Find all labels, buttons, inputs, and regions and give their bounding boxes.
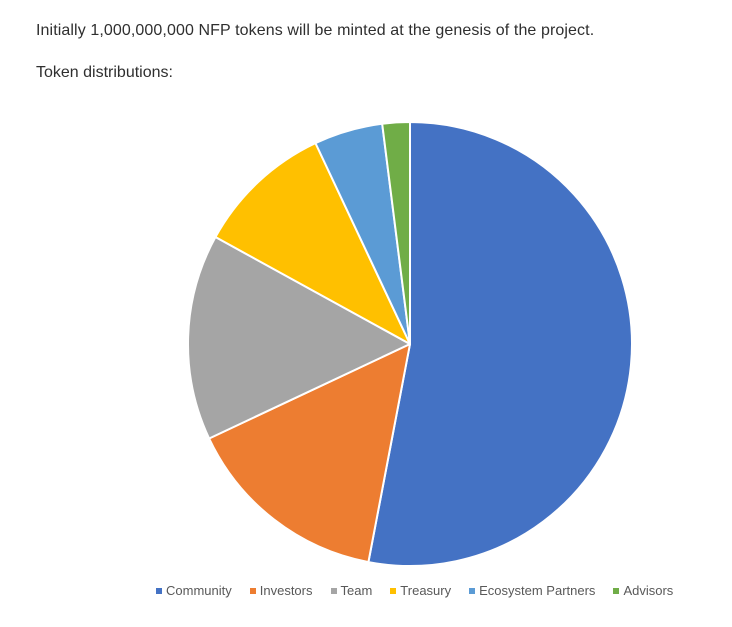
- legend-label: Community: [166, 583, 232, 598]
- legend-swatch-icon: [390, 587, 397, 594]
- legend-label: Treasury: [400, 583, 452, 598]
- pie-slice-advisors: [381, 121, 411, 345]
- legend-item-investors: Investors: [249, 583, 313, 598]
- legend-swatch-icon: [469, 587, 476, 594]
- legend-label: Ecosystem Partners: [479, 583, 596, 598]
- legend-item-treasury: Treasury: [390, 583, 451, 598]
- pie-slice-team: [187, 236, 411, 440]
- legend-label: Investors: [259, 583, 313, 598]
- legend-swatch-icon: [613, 587, 620, 594]
- pie-slices: [187, 121, 633, 567]
- pie-slice-investors: [208, 343, 411, 564]
- token-distributions-heading: Token distributions:: [36, 64, 173, 81]
- chart-legend: Community Investors Team Treasury Ecosys…: [156, 583, 691, 598]
- legend-item-ecosystem-partners: Ecosystem Partners: [469, 583, 595, 598]
- legend-label: Advisors: [623, 583, 674, 598]
- intro-text: Initially 1,000,000,000 NFP tokens will …: [36, 22, 595, 39]
- pie-slice-treasury: [214, 142, 411, 345]
- pie-slice-community: [367, 121, 633, 567]
- legend-swatch-icon: [156, 587, 162, 594]
- legend-label: Team: [340, 583, 373, 598]
- legend-swatch-icon: [330, 587, 337, 594]
- legend-swatch-icon: [249, 587, 256, 594]
- legend-item-advisors: Advisors: [613, 583, 673, 598]
- legend-item-team: Team: [330, 583, 373, 598]
- legend-item-community: Community: [156, 583, 232, 598]
